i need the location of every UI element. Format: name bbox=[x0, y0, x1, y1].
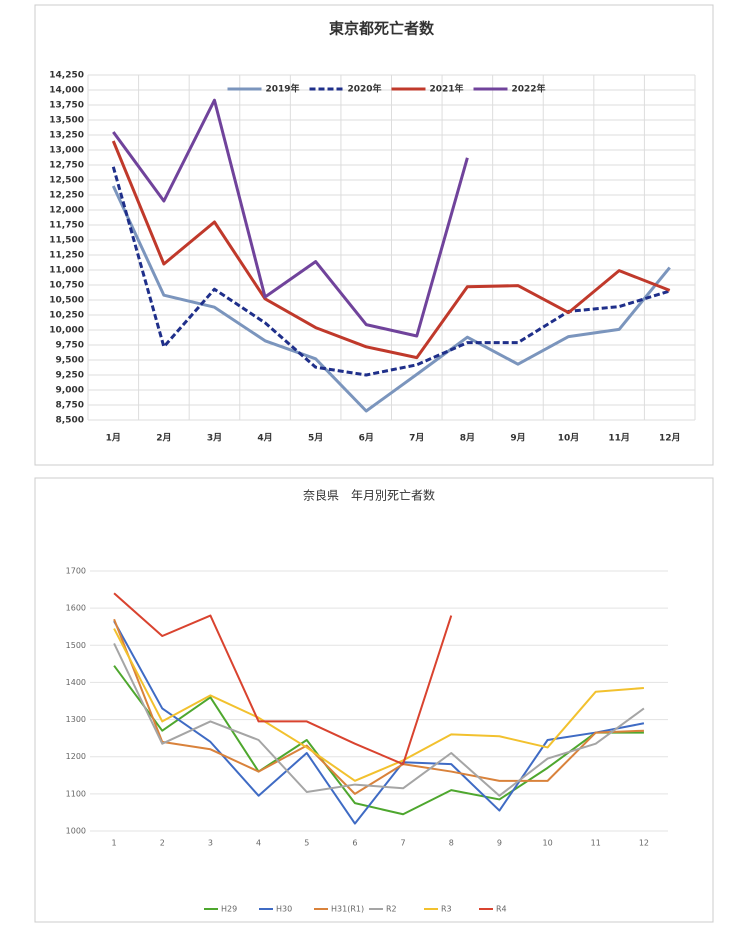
x-tick-label: 9 bbox=[497, 839, 502, 848]
x-tick-label: 2 bbox=[160, 839, 165, 848]
x-tick-label: 1月 bbox=[106, 433, 121, 444]
legend-label: 2019年 bbox=[266, 83, 300, 95]
series-line bbox=[113, 592, 453, 766]
y-tick-label: 9,750 bbox=[56, 341, 84, 351]
x-tick-label: 10月 bbox=[558, 433, 580, 444]
y-tick-label: 9,500 bbox=[56, 356, 84, 366]
y-tick-label: 11,000 bbox=[49, 266, 84, 276]
y-tick-label: 10,500 bbox=[49, 296, 84, 306]
x-tick-label: 12 bbox=[639, 839, 649, 848]
y-tick-label: 13,000 bbox=[49, 146, 84, 156]
series-line bbox=[111, 166, 671, 377]
y-tick-label: 14,000 bbox=[49, 86, 84, 96]
x-tick-label: 1 bbox=[112, 839, 117, 848]
chart-title: 奈良県 年月別死亡者数 bbox=[303, 488, 435, 503]
x-tick-label: 5 bbox=[304, 839, 309, 848]
y-tick-label: 12,500 bbox=[49, 176, 84, 186]
series-line bbox=[113, 628, 644, 782]
chart-frame bbox=[34, 477, 714, 923]
legend-label: 2021年 bbox=[430, 83, 464, 95]
chart-title: 東京都死亡者数 bbox=[329, 20, 435, 38]
y-tick-label: 14,250 bbox=[49, 71, 84, 81]
series-line bbox=[111, 140, 671, 360]
x-tick-label: 11 bbox=[591, 839, 601, 848]
x-tick-label: 4月 bbox=[257, 433, 272, 444]
x-tick-label: 6 bbox=[352, 839, 357, 848]
x-tick-label: 8 bbox=[449, 839, 454, 848]
y-tick-label: 8,500 bbox=[56, 416, 84, 426]
y-tick-label: 11,500 bbox=[49, 236, 84, 246]
y-tick-label: 10,000 bbox=[49, 326, 84, 336]
x-tick-label: 3月 bbox=[207, 433, 222, 444]
series-line bbox=[112, 98, 469, 338]
x-tick-label: 9月 bbox=[510, 433, 525, 444]
x-tick-label: 8月 bbox=[460, 433, 475, 444]
legend-label: H31(R1) bbox=[331, 905, 364, 914]
series-line bbox=[113, 618, 644, 795]
y-tick-label: 12,000 bbox=[49, 206, 84, 216]
series-line bbox=[111, 185, 671, 413]
x-tick-label: 11月 bbox=[608, 433, 630, 444]
y-tick-label: 9,250 bbox=[56, 371, 84, 381]
y-tick-label: 1400 bbox=[66, 678, 86, 687]
x-tick-label: 12月 bbox=[659, 433, 681, 444]
y-tick-label: 1700 bbox=[66, 567, 86, 576]
x-tick-label: 4 bbox=[256, 839, 261, 848]
legend-label: H30 bbox=[276, 905, 292, 914]
y-tick-label: 13,750 bbox=[49, 101, 84, 111]
x-tick-label: 6月 bbox=[359, 433, 374, 444]
y-tick-label: 13,500 bbox=[49, 116, 84, 126]
x-tick-label: 2月 bbox=[156, 433, 171, 444]
series-line bbox=[113, 665, 644, 816]
y-tick-label: 1100 bbox=[66, 789, 86, 798]
y-tick-label: 10,250 bbox=[49, 311, 84, 321]
y-tick-label: 1500 bbox=[66, 641, 86, 650]
y-tick-label: 1300 bbox=[66, 715, 86, 724]
y-tick-label: 12,250 bbox=[49, 191, 84, 201]
x-tick-label: 3 bbox=[208, 839, 213, 848]
y-tick-label: 1600 bbox=[66, 604, 86, 613]
x-tick-label: 7月 bbox=[409, 433, 424, 444]
legend-label: 2020年 bbox=[348, 83, 382, 95]
y-tick-label: 8,750 bbox=[56, 401, 84, 411]
y-tick-label: 1200 bbox=[66, 752, 86, 761]
chart-frame bbox=[34, 4, 714, 466]
legend-label: R2 bbox=[386, 905, 397, 914]
x-tick-label: 5月 bbox=[308, 433, 323, 444]
x-tick-label: 7 bbox=[401, 839, 406, 848]
x-tick-label: 10 bbox=[542, 839, 552, 848]
y-tick-label: 13,250 bbox=[49, 131, 84, 141]
y-tick-label: 11,750 bbox=[49, 221, 84, 231]
y-tick-label: 10,750 bbox=[49, 281, 84, 291]
legend-label: R3 bbox=[441, 905, 452, 914]
series-line bbox=[113, 642, 645, 797]
y-tick-label: 12,750 bbox=[49, 161, 84, 171]
legend-label: 2022年 bbox=[512, 83, 546, 95]
y-tick-label: 1000 bbox=[66, 827, 86, 836]
y-tick-label: 11,250 bbox=[49, 251, 84, 261]
legend-label: H29 bbox=[221, 905, 237, 914]
legend-label: R4 bbox=[496, 905, 507, 914]
y-tick-label: 9,000 bbox=[56, 386, 84, 396]
